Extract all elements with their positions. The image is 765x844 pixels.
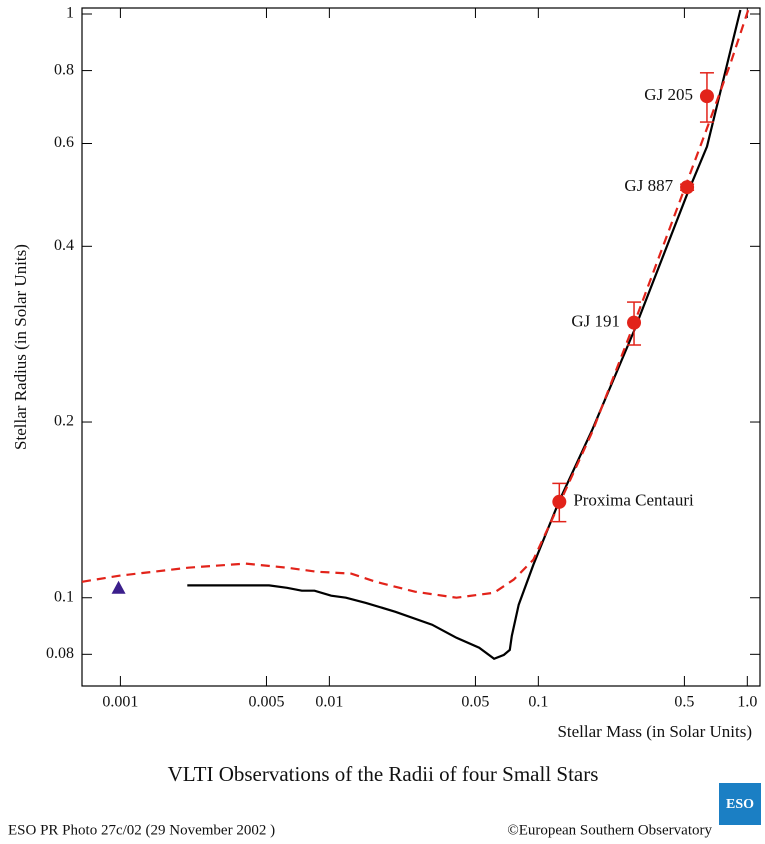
star-point bbox=[699, 89, 714, 104]
point-label: GJ 191 bbox=[571, 312, 620, 331]
model-line bbox=[187, 9, 742, 661]
footer-left: ESO PR Photo 27c/02 (29 November 2002 ) bbox=[8, 822, 275, 838]
y-tick-label: 0.8 bbox=[54, 61, 74, 78]
footer-right: ©European Southern Observatory bbox=[507, 822, 712, 838]
y-axis-label: Stellar Radius (in Solar Units) bbox=[11, 244, 30, 450]
plot-frame bbox=[81, 7, 761, 687]
x-tick-label: 0.1 bbox=[528, 694, 548, 711]
point-label: GJ 205 bbox=[644, 85, 693, 104]
star-point bbox=[680, 180, 695, 195]
y-tick-label: 0.6 bbox=[54, 134, 74, 151]
x-tick-label: 0.005 bbox=[248, 694, 284, 711]
point-label: Proxima Centauri bbox=[573, 491, 694, 510]
logo-box bbox=[719, 783, 761, 825]
point-label: GJ 887 bbox=[624, 176, 673, 195]
y-tick-label: 0.2 bbox=[54, 413, 74, 430]
y-tick-label: 0.08 bbox=[46, 645, 74, 662]
triangle-point bbox=[111, 580, 126, 594]
x-axis-label: Stellar Mass (in Solar Units) bbox=[557, 722, 752, 741]
logo-text: ESO bbox=[726, 797, 754, 812]
x-tick-label: 0.05 bbox=[461, 694, 489, 711]
model-line bbox=[81, 9, 750, 599]
y-tick-label: 0.4 bbox=[54, 237, 74, 254]
x-tick-label: 0.01 bbox=[315, 694, 343, 711]
x-tick-label: 1.0 bbox=[737, 694, 757, 711]
y-tick-label: 1 bbox=[66, 5, 74, 22]
x-tick-label: 0.5 bbox=[674, 694, 694, 711]
x-tick-label: 0.001 bbox=[102, 694, 138, 711]
y-tick-label: 0.1 bbox=[54, 588, 74, 605]
star-point bbox=[627, 315, 642, 330]
star-point bbox=[552, 494, 567, 509]
chart-title: VLTI Observations of the Radii of four S… bbox=[168, 762, 599, 786]
